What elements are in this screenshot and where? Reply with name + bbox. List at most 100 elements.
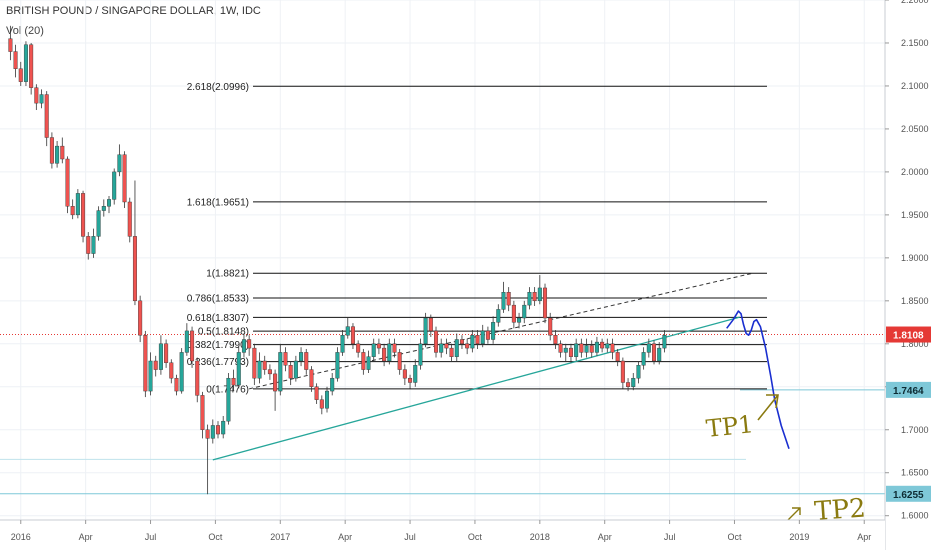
tp2-arrow [787,507,801,521]
time-tick-label: Oct [208,532,223,542]
time-axis: 2016 Apr Jul Oct 2017 Apr Jul Oct 2018 Apr Jul Oct 2… [0,519,885,550]
fib-trend-dashed-line [249,272,753,390]
fib-level-label: 0.786(1.8533) [187,293,249,304]
time-tick-label: Jul [145,532,157,542]
candle-body [267,369,272,375]
candle-body [39,94,44,104]
candle-body [662,335,667,349]
candle-body [584,345,589,353]
candle-body [480,330,485,345]
candle-body [439,343,444,353]
fib-level-label: 0.236(1.7793) [187,357,249,368]
candle-body [631,377,636,387]
candle-body [148,360,153,392]
price-tick-label: 2.1000 [901,81,929,91]
candle-body [459,339,464,345]
candle-body [304,352,309,370]
time-tick-label: 2016 [11,532,31,542]
time-axis-background [0,520,885,550]
candle-body [107,199,112,207]
candle-body [408,377,413,383]
candle-body [138,300,143,336]
candle-body [600,341,605,349]
candle-body [221,420,226,435]
candle-body [200,395,205,430]
candle-body [553,335,558,345]
fib-level-label: 1(1.8821) [206,269,249,280]
candle-body [568,347,573,357]
candle-body [392,343,397,353]
candle-body [23,44,28,82]
chart-grid [0,0,885,520]
candle-body [517,317,522,323]
candle-body [319,399,324,409]
candle-body [615,352,620,362]
candle-body [449,347,454,357]
candle-body [122,154,127,203]
price-tag-label: 1.7464 [893,386,924,397]
price-tag-label: 1.6255 [893,490,924,501]
candle-body [252,347,257,379]
candle-body [589,345,594,353]
candle-body [397,352,402,370]
price-tick-label: 2.0000 [901,167,929,177]
candle-body [65,158,70,207]
candle-body [454,339,459,357]
time-tick-label: 2018 [530,532,550,542]
candle-body [309,369,314,387]
time-tick-label: 2019 [789,532,809,542]
candle-body [283,352,288,366]
chart-title: BRITISH POUND / SINGAPORE DOLLAR, 1W, ID… [6,5,261,17]
candle-body [532,292,537,302]
candle-body [81,193,86,237]
candle-body [350,326,355,345]
candle-body [537,287,542,302]
candle-body [418,343,423,366]
fib-level-label: 1.618(1.9651) [187,197,249,208]
candle-body [491,322,496,340]
trendlines [212,272,753,461]
candle-body [60,145,65,160]
candle-body [636,365,641,379]
candle-body [117,154,122,173]
candle-body [330,377,335,392]
price-tick-label: 2.2000 [901,0,929,5]
candle-body [169,362,174,379]
candle-body [361,352,366,370]
candle-body [610,343,615,353]
candle-body [345,326,350,336]
candle-body [340,335,345,353]
tp1-annotation: TP1 [705,410,755,443]
candle-body [18,68,23,82]
candle-body [465,343,470,349]
candle-body [325,390,330,409]
candle-body [49,137,54,164]
projection-path [726,310,790,449]
candle-body [402,369,407,379]
candle-body [470,335,475,349]
candle-body [594,341,599,353]
candle-body [646,343,651,353]
tp1-arrow [757,394,779,421]
candle-body [371,343,376,357]
price-tag-box [886,381,931,398]
time-tick-label: Oct [727,532,742,542]
candle-body [366,356,371,370]
time-tick-label: Apr [79,532,93,542]
volume-indicator-label[interactable]: Vol (20) [6,25,44,37]
horizontal-lines [0,334,885,495]
candle-body [247,339,252,349]
candle-body [641,352,646,366]
candle-body [511,304,516,323]
price-tag-label: 1.8108 [893,331,924,342]
candle-body [216,425,221,435]
candle-body [13,51,18,69]
candle-body [522,304,527,319]
candle-body [112,171,117,200]
candle-body [153,360,158,370]
fib-level-label: 2.618(2.0996) [187,82,249,93]
candle-body [293,360,298,379]
price-tick-label: 1.8000 [901,339,929,349]
candle-body [657,347,662,362]
